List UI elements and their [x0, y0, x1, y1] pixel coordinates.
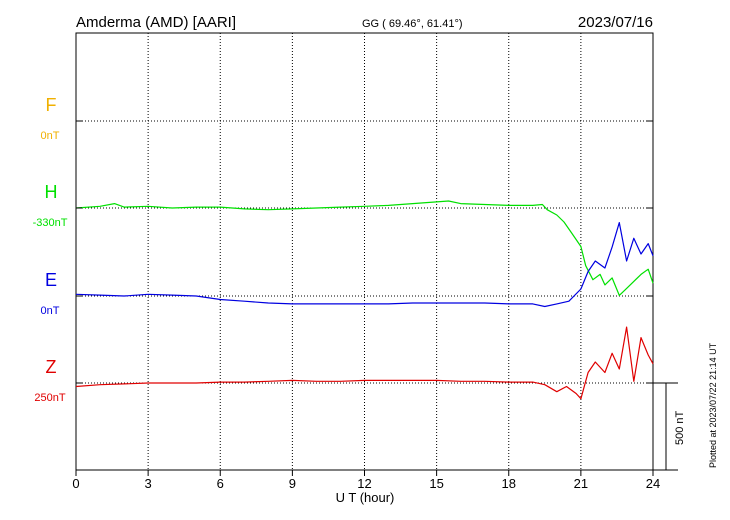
x-tick-label-9: 9	[289, 476, 296, 491]
channel-label-Z: Z	[46, 357, 57, 377]
x-tick-label-3: 3	[145, 476, 152, 491]
x-tick-label-15: 15	[429, 476, 443, 491]
date-label: 2023/07/16	[578, 14, 653, 31]
scale-bar: 500 nT	[653, 382, 686, 471]
channel-labels: F 0nT H -330nT E 0nT Z 250nT	[33, 95, 68, 404]
trace-E	[75, 222, 654, 308]
plotted-at-note: Plotted at 2023/07/22 21:14 UT	[708, 342, 718, 468]
plot-frame	[75, 32, 654, 471]
x-tick-label-0: 0	[72, 476, 79, 491]
channel-baseline-F: 0nT	[41, 130, 60, 142]
trace-H	[75, 200, 654, 296]
coordinates-label: GG ( 69.46°, 61.41°)	[362, 18, 463, 30]
x-axis: 0 3 6 9 12 15 18 21 24	[72, 120, 660, 491]
station-title: Amderma (AMD) [AARI]	[76, 14, 236, 31]
x-tick-label-24: 24	[646, 476, 660, 491]
channel-baseline-H: -330nT	[33, 217, 68, 229]
x-tick-label-12: 12	[357, 476, 371, 491]
channel-label-E: E	[45, 270, 57, 290]
x-axis-label: U T (hour)	[336, 490, 395, 505]
channel-baseline-Z: 250nT	[34, 392, 65, 404]
x-tick-label-18: 18	[502, 476, 516, 491]
grid-lines	[76, 33, 653, 470]
x-tick-label-6: 6	[217, 476, 224, 491]
data-traces	[75, 200, 654, 400]
channel-label-F: F	[46, 95, 57, 115]
x-tick-label-21: 21	[574, 476, 588, 491]
channel-baseline-E: 0nT	[41, 305, 60, 317]
channel-label-H: H	[45, 182, 58, 202]
scale-bar-label: 500 nT	[674, 410, 686, 445]
trace-Z	[75, 326, 654, 400]
